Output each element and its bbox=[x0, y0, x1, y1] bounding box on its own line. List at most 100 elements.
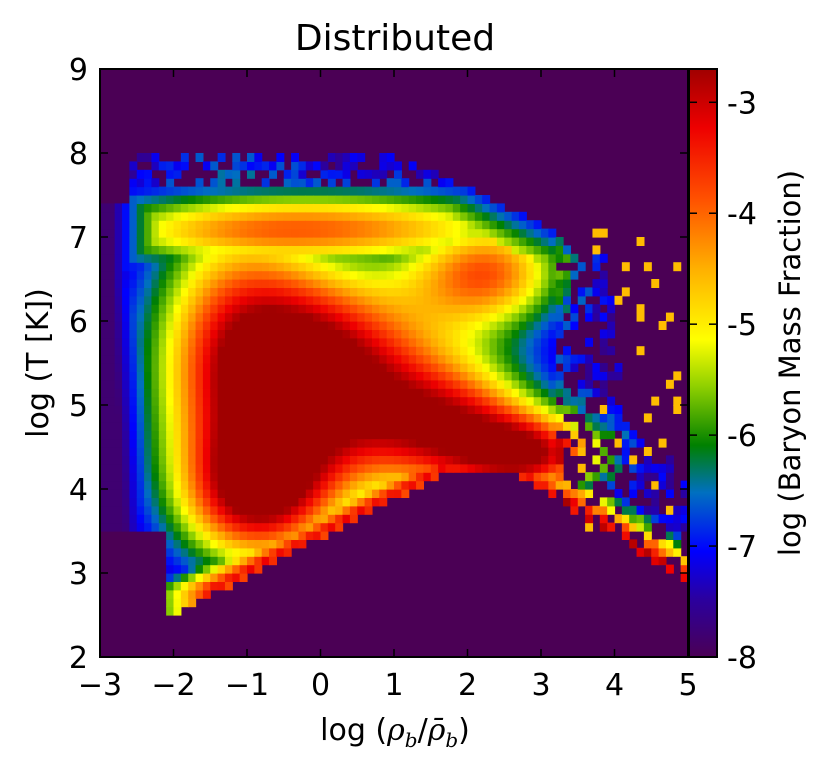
heatmap-cell bbox=[239, 321, 248, 330]
heatmap-cell bbox=[394, 211, 402, 221]
heatmap-cell bbox=[202, 253, 211, 263]
heatmap-cell bbox=[408, 363, 417, 372]
heatmap-cell bbox=[445, 346, 454, 356]
heatmap-cell bbox=[151, 363, 160, 372]
heatmap-cell bbox=[151, 489, 160, 498]
heatmap-cell bbox=[570, 505, 579, 515]
heatmap-cell bbox=[371, 304, 380, 314]
heatmap-cell bbox=[291, 287, 300, 297]
heatmap-cell bbox=[386, 489, 395, 498]
heatmap-cell bbox=[599, 514, 608, 524]
heatmap-cell bbox=[335, 463, 344, 473]
heatmap-cell bbox=[122, 405, 130, 414]
heatmap-cell bbox=[504, 321, 513, 330]
heatmap-cell bbox=[511, 295, 520, 305]
heatmap-cell bbox=[496, 405, 505, 414]
heatmap-cell bbox=[239, 531, 248, 540]
heatmap-cell bbox=[474, 447, 483, 456]
heatmap-cell bbox=[416, 363, 424, 372]
heatmap-cell bbox=[188, 321, 197, 330]
heatmap-cell bbox=[364, 237, 373, 246]
heatmap-cell bbox=[100, 270, 108, 280]
heatmap-cell bbox=[327, 253, 336, 263]
heatmap-cell bbox=[401, 354, 410, 364]
heatmap-cell bbox=[129, 405, 138, 414]
heatmap-cell bbox=[254, 346, 263, 356]
heatmap-cell bbox=[320, 371, 329, 381]
heatmap-cell bbox=[430, 447, 439, 456]
heatmap-cell bbox=[364, 505, 373, 515]
heatmap-cell bbox=[269, 354, 277, 364]
heatmap-cell bbox=[298, 413, 307, 423]
heatmap-cell bbox=[107, 447, 116, 456]
heatmap-cell bbox=[261, 304, 270, 314]
heatmap-cell bbox=[496, 237, 505, 246]
heatmap-cell bbox=[136, 220, 145, 230]
heatmap-cell bbox=[489, 203, 498, 213]
heatmap-cell bbox=[438, 178, 447, 188]
heatmap-cell bbox=[291, 312, 300, 322]
heatmap-cell bbox=[364, 413, 373, 423]
x-axis-label-suffix: ) bbox=[458, 713, 470, 748]
heatmap-cell bbox=[651, 497, 660, 507]
heatmap-cell bbox=[548, 388, 557, 398]
heatmap-cell bbox=[320, 329, 329, 339]
heatmap-cell bbox=[335, 505, 344, 515]
heatmap-cell bbox=[239, 396, 248, 406]
heatmap-cell bbox=[173, 497, 182, 507]
heatmap-cell bbox=[210, 178, 219, 188]
heatmap-cell bbox=[518, 455, 527, 465]
heatmap-cell bbox=[305, 203, 314, 213]
heatmap-cell bbox=[335, 304, 344, 314]
heatmap-cell bbox=[100, 346, 108, 356]
heatmap-cell bbox=[276, 447, 285, 456]
heatmap-cell bbox=[452, 354, 461, 364]
heatmap-cell bbox=[394, 447, 402, 456]
heatmap-cell bbox=[144, 522, 153, 532]
heatmap-cell bbox=[239, 329, 248, 339]
heatmap-cell bbox=[489, 279, 498, 288]
heatmap-cell bbox=[100, 379, 108, 389]
heatmap-cell bbox=[474, 371, 483, 381]
heatmap-cell bbox=[423, 287, 432, 297]
heatmap-cell bbox=[232, 220, 241, 230]
heatmap-cell bbox=[430, 472, 439, 482]
heatmap-cell bbox=[320, 421, 329, 431]
heatmap-cell bbox=[386, 396, 395, 406]
heatmap-cell bbox=[518, 245, 527, 255]
heatmap-cell bbox=[291, 295, 300, 305]
heatmap-cell bbox=[247, 363, 255, 372]
heatmap-cell bbox=[261, 279, 270, 288]
heatmap-cell bbox=[607, 405, 616, 414]
heatmap-cell bbox=[482, 228, 491, 238]
heatmap-cell bbox=[364, 195, 373, 204]
heatmap-cell bbox=[408, 161, 417, 171]
heatmap-cell bbox=[122, 371, 130, 381]
heatmap-cell bbox=[658, 321, 667, 330]
heatmap-cell bbox=[261, 245, 270, 255]
heatmap-cell bbox=[614, 514, 623, 524]
heatmap-cell bbox=[129, 220, 138, 230]
heatmap-cell bbox=[210, 396, 219, 406]
heatmap-cell bbox=[342, 295, 351, 305]
heatmap-cell bbox=[548, 489, 557, 498]
heatmap-cell bbox=[276, 405, 285, 414]
heatmap-cell bbox=[438, 447, 447, 456]
heatmap-cell bbox=[195, 270, 204, 280]
heatmap-cell bbox=[276, 195, 285, 204]
heatmap-cell bbox=[239, 161, 248, 171]
heatmap-cell bbox=[474, 262, 483, 272]
heatmap-cell bbox=[482, 321, 491, 330]
heatmap-cell bbox=[210, 505, 219, 515]
heatmap-cell bbox=[357, 346, 366, 356]
heatmap-cell bbox=[144, 388, 153, 398]
heatmap-cell bbox=[401, 346, 410, 356]
heatmap-cell bbox=[188, 228, 197, 238]
heatmap-cell bbox=[548, 379, 557, 389]
heatmap-cell bbox=[349, 153, 358, 162]
heatmap-cell bbox=[261, 195, 270, 204]
heatmap-cell bbox=[276, 531, 285, 540]
heatmap-cell bbox=[511, 321, 520, 330]
heatmap-cell bbox=[563, 279, 571, 288]
heatmap-cell bbox=[151, 514, 160, 524]
